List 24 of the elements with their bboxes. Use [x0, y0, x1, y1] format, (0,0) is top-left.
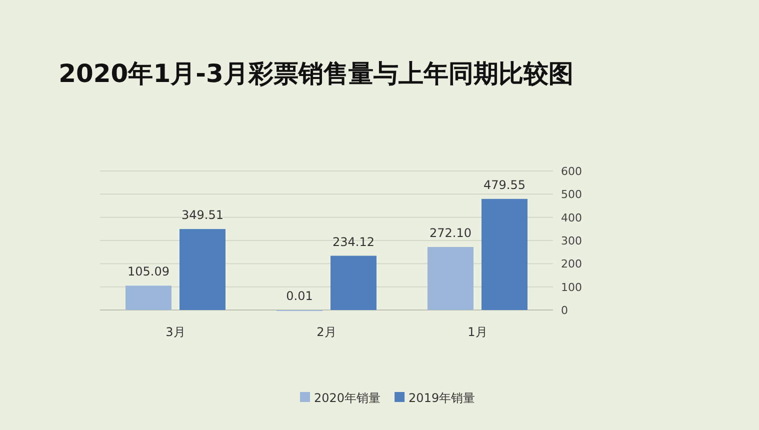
x-tick-label: 1月 [468, 325, 488, 339]
x-tick-label: 2月 [316, 325, 336, 339]
data-label: 479.55 [484, 178, 526, 192]
y-tick-label: 200 [561, 258, 582, 271]
data-label: 105.09 [128, 264, 170, 279]
data-label: 349.51 [182, 208, 224, 222]
bar [330, 256, 376, 310]
legend-label: 2020年销量 [314, 391, 381, 405]
x-tick-label: 3月 [166, 325, 186, 339]
bar [482, 198, 528, 310]
y-tick-label: 300 [561, 234, 582, 248]
legend-label: 2019年销量 [408, 391, 476, 405]
chart-title: 2020年1月-3月彩票销售量与上年同期比较图 [58, 59, 574, 88]
y-tick-label: 400 [561, 211, 582, 224]
y-tick-label: 100 [561, 280, 582, 294]
data-label: 272.10 [430, 226, 472, 240]
y-tick-label: 500 [561, 188, 582, 202]
data-label: 234.12 [332, 234, 374, 249]
y-tick-label: 0 [561, 304, 568, 317]
y-tick-label: 600 [561, 165, 582, 178]
bar [126, 286, 172, 310]
bar [180, 229, 226, 310]
data-label: 0.01 [286, 289, 313, 303]
bar [428, 246, 474, 310]
